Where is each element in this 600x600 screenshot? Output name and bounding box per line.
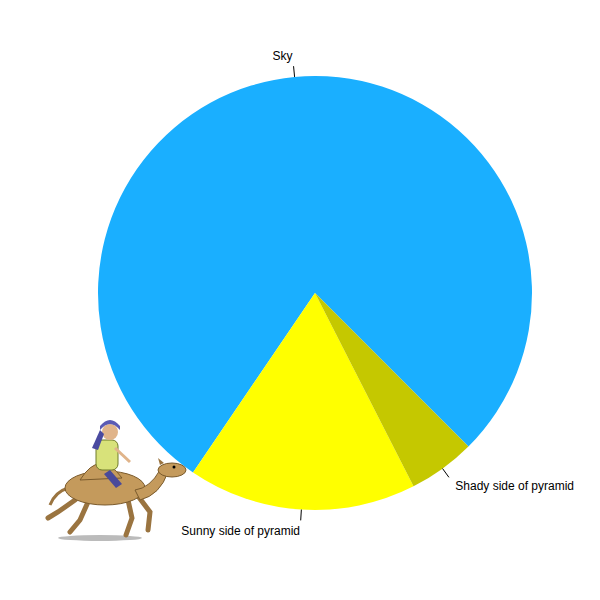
leader-line (294, 66, 295, 77)
rider-scarf (92, 430, 104, 450)
camel-illustration (48, 420, 186, 541)
shadow (58, 535, 142, 541)
camel-leg (138, 496, 150, 530)
rider-leg (104, 470, 122, 488)
camel-leg (126, 500, 132, 535)
chart: Sky Sunny side of pyramid Shady side of py… (0, 0, 600, 600)
leader-line (300, 510, 302, 521)
leader-line (443, 469, 449, 478)
camel-eye (173, 466, 176, 469)
rider-turban (100, 420, 120, 430)
slice-label: Shady side of pyramid (455, 479, 574, 493)
slice-label: Sky (273, 49, 293, 63)
slice-label: Sunny side of pyramid (181, 524, 300, 538)
pie-slice (315, 293, 468, 486)
camel-ear (158, 458, 164, 465)
camel-head (158, 463, 186, 477)
camel-leg (70, 502, 88, 532)
rider-head (102, 424, 118, 440)
rider-arm (115, 448, 130, 462)
pie: Sky Sunny side of pyramid Shady side of py… (98, 49, 574, 539)
